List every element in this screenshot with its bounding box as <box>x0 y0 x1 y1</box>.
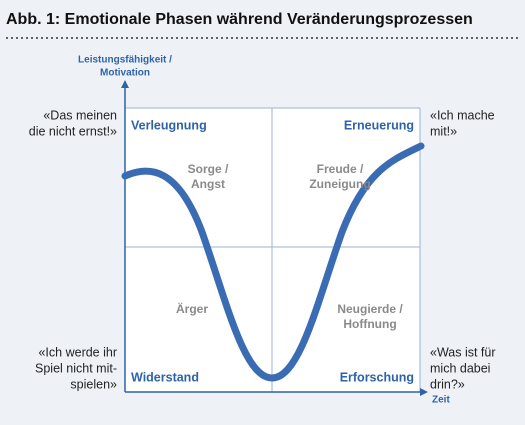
x-axis-label: Zeit <box>432 395 450 406</box>
quadrant-label: Widerstand <box>131 370 199 384</box>
y-axis-label: Leistungsfähigkeit / <box>78 55 172 66</box>
emotion-label: Freude / <box>317 162 364 176</box>
text-lines: Sorge /Angst Freude /Zuneigung Ärger Neugie… <box>29 108 496 391</box>
emotion-label: Ärger <box>176 301 208 316</box>
y-axis-label: Motivation <box>100 68 150 79</box>
quote: Spiel nicht mit- <box>35 361 117 375</box>
quadrant-label: Erneuerung <box>344 118 414 132</box>
quote: «Ich werde ihr <box>38 345 117 359</box>
quote: drin?» <box>430 377 465 391</box>
quadrant-label: Erforschung <box>340 370 414 384</box>
quote: spielen» <box>70 377 117 391</box>
quote: «Was ist für <box>430 345 496 359</box>
title: Abb. 1: Emotionale Phasen während Veränd… <box>6 11 473 28</box>
y-arrow <box>121 80 129 88</box>
emotion-label: Hoffnung <box>343 317 396 331</box>
x-arrow <box>420 388 428 396</box>
quote: mit!» <box>430 124 457 138</box>
emotion-label: Sorge / <box>188 162 229 176</box>
quadrant-label: Verleugnung <box>131 118 207 132</box>
emotion-label: Angst <box>191 177 225 191</box>
quote: die nicht ernst!» <box>29 124 117 138</box>
emotion-label: Neugierde / <box>337 302 403 316</box>
quote: «Das meinen <box>43 108 117 122</box>
quote: «Ich mache <box>430 108 495 122</box>
quote: mich dabei <box>430 361 490 375</box>
emotion-curve <box>121 142 425 382</box>
emotion-label: Zuneigung <box>309 177 370 191</box>
